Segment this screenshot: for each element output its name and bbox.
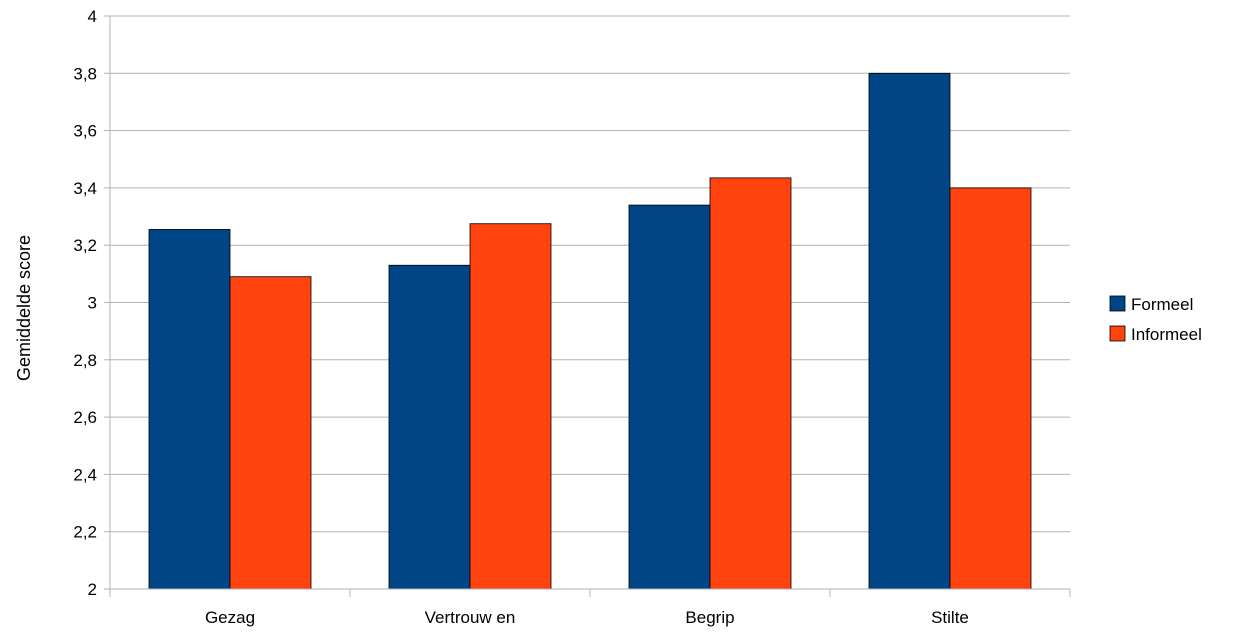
- legend-label-informeel: Informeel: [1131, 325, 1202, 344]
- bar-formeel-stilte: [868, 72, 951, 590]
- legend-swatch-formeel: [1109, 295, 1126, 312]
- y-tick-label: 3,6: [73, 122, 97, 141]
- y-tick-label: 2: [88, 580, 97, 599]
- x-category-label: Stilte: [931, 608, 969, 627]
- y-tick-label: 2,2: [73, 523, 97, 542]
- bars: [148, 72, 1032, 590]
- y-tick-labels: 2 2,2 2,4 2,6 2,8 3 3,2 3,4 3,6 3,8 4: [73, 7, 110, 599]
- y-axis-title: Gemiddelde score: [14, 235, 34, 381]
- bar-informeel-vertrouw-en: [469, 223, 552, 590]
- y-tick-label: 4: [88, 7, 97, 26]
- x-category-labels: Gezag Vertrouw en Begrip Stilte: [109, 589, 1071, 627]
- y-tick-label: 2,6: [73, 408, 97, 427]
- bar-informeel-gezag: [229, 276, 312, 590]
- y-tick-label: 3: [88, 294, 97, 313]
- bar-informeel-stilte: [949, 187, 1032, 590]
- legend-label-formeel: Formeel: [1131, 295, 1193, 314]
- y-tick-label: 3,2: [73, 236, 97, 255]
- x-category-label: Vertrouw en: [425, 608, 516, 627]
- x-category-label: Gezag: [205, 608, 255, 627]
- legend-swatch-informeel: [1109, 325, 1126, 342]
- y-tick-label: 2,4: [73, 465, 97, 484]
- bar-formeel-begrip: [628, 204, 711, 590]
- bar-informeel-begrip: [709, 177, 792, 590]
- bar-formeel-vertrouw-en: [388, 264, 471, 590]
- y-tick-label: 3,4: [73, 179, 97, 198]
- x-category-label: Begrip: [685, 608, 734, 627]
- y-tick-label: 3,8: [73, 64, 97, 83]
- legend: Formeel Informeel: [1109, 295, 1202, 344]
- y-tick-label: 2,8: [73, 351, 97, 370]
- bar-formeel-gezag: [148, 229, 231, 590]
